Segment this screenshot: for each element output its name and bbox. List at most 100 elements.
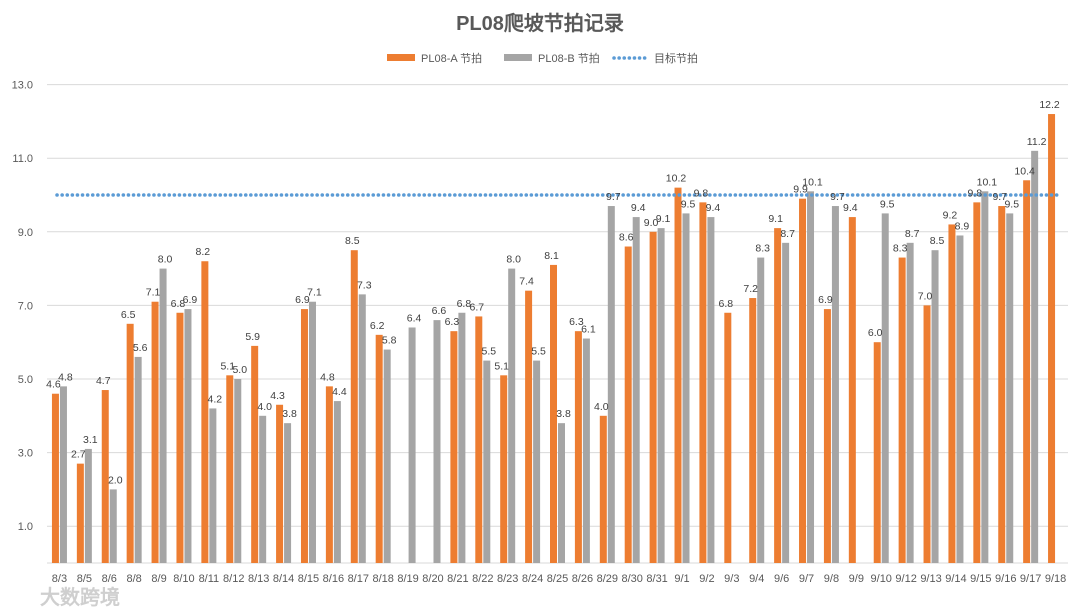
y-axis: 1.0 3.0 5.0 7.0 9.0 11.0 13.0: [12, 80, 33, 534]
bar-a: [624, 246, 632, 563]
data-label-b: 10.1: [977, 176, 998, 188]
bar-a: [574, 331, 582, 563]
data-label-a: 2.7: [71, 449, 86, 461]
x-tick-label: 9/7: [799, 573, 814, 585]
data-label-a: 4.6: [46, 379, 61, 391]
data-label-b: 8.9: [955, 220, 970, 232]
bar-b: [533, 360, 541, 563]
bar-b: [931, 250, 939, 563]
data-label-b: 4.2: [208, 393, 223, 405]
legend-label-target: 目标节拍: [654, 51, 698, 65]
data-label-a: 9.0: [644, 217, 659, 229]
data-label-b: 9.4: [631, 202, 646, 214]
data-label-b: 6.9: [183, 294, 198, 306]
bar-a: [774, 228, 782, 563]
x-tick-label: 8/14: [273, 573, 294, 585]
legend: PL08-A 节拍 PL08-B 节拍 目标节拍: [387, 51, 698, 65]
x-tick-label: 8/26: [572, 573, 593, 585]
bar-a: [151, 301, 159, 563]
bar-b: [383, 349, 391, 563]
x-tick-label: 8/30: [621, 573, 642, 585]
x-tick-label: 8/16: [323, 573, 344, 585]
data-label-b: 8.7: [780, 228, 795, 240]
data-label-b: 4.8: [58, 371, 73, 383]
bar-b: [284, 423, 292, 563]
data-label-a: 6.9: [818, 294, 833, 306]
y-tick-label: 13.0: [12, 80, 33, 92]
bars: [51, 114, 1056, 564]
data-label-b: 8.5: [930, 235, 945, 247]
x-tick-label: 8/9: [151, 573, 166, 585]
data-label-b: 5.5: [481, 346, 496, 358]
bar-b: [109, 489, 117, 563]
x-tick-label: 8/17: [348, 573, 369, 585]
bar-a: [823, 309, 831, 563]
bar-a: [749, 298, 757, 563]
data-label-b: 4.0: [257, 401, 272, 413]
bar-a: [500, 375, 508, 563]
bar-b: [408, 327, 416, 563]
data-label-b: 8.0: [158, 254, 173, 266]
data-label-a: 5.9: [245, 331, 260, 343]
data-label-a: 6.0: [868, 327, 883, 339]
x-tick-label: 8/15: [298, 573, 319, 585]
x-tick-label: 9/17: [1020, 573, 1041, 585]
data-label-b: 6.8: [457, 298, 472, 310]
data-label-b: 3.8: [282, 408, 297, 420]
y-tick-label: 5.0: [18, 374, 33, 386]
bar-a: [973, 202, 981, 564]
bar-b: [906, 242, 914, 563]
bar-a: [201, 261, 209, 563]
bar-a: [226, 375, 234, 563]
x-tick-label: 9/10: [871, 573, 892, 585]
data-label-b: 2.0: [108, 474, 123, 486]
bar-b: [558, 423, 565, 563]
bar-a: [1048, 114, 1056, 563]
x-axis: 8/3 8/5 8/6 8/8 8/9 8/10 8/11 8/12 8/13 8/14 8/15 8…: [52, 573, 1066, 585]
x-tick-label: 9/14: [945, 573, 966, 585]
x-tick-label: 8/20: [422, 573, 443, 585]
bar-b: [59, 386, 67, 563]
x-tick-label: 9/16: [995, 573, 1016, 585]
data-label-a: 12.2: [1039, 99, 1060, 111]
data-label-a: 8.6: [619, 232, 634, 244]
x-tick-label: 8/18: [372, 573, 393, 585]
x-tick-label: 9/15: [970, 573, 991, 585]
data-label-b: 9.5: [1004, 198, 1019, 210]
data-label-b: 10.1: [802, 176, 823, 188]
bar-a: [724, 312, 732, 563]
data-label-a: 9.1: [768, 213, 783, 225]
data-label-a: 7.1: [146, 287, 161, 299]
bar-a: [176, 312, 184, 563]
data-label-a: 6.3: [445, 316, 460, 328]
data-label-b: 7.3: [357, 279, 372, 291]
data-label-a: 9.9: [793, 184, 808, 196]
bar-b: [358, 294, 366, 563]
data-label-b: 11.2: [1027, 136, 1047, 148]
bar-a: [300, 309, 308, 563]
bar-b: [433, 320, 441, 563]
y-tick-label: 1.0: [18, 521, 33, 533]
data-label-a: 8.3: [893, 243, 908, 255]
bar-b: [508, 268, 516, 563]
data-label-a: 6.5: [121, 309, 136, 321]
bar-b: [259, 415, 267, 563]
bar-a: [450, 331, 458, 563]
data-label-a: 9.8: [968, 187, 983, 199]
bar-a: [948, 224, 956, 563]
data-label-a: 5.1: [220, 360, 235, 372]
data-label-a: 10.4: [1014, 165, 1035, 177]
bar-b: [483, 360, 491, 563]
bar-b: [333, 401, 341, 563]
bar-a: [923, 305, 931, 563]
data-label-b: 9.7: [606, 191, 621, 203]
x-tick-label: 8/11: [199, 573, 220, 585]
data-label-b: 8.7: [905, 228, 920, 240]
bar-a: [251, 345, 259, 563]
bar-b: [209, 408, 217, 563]
x-tick-label: 8/10: [173, 573, 194, 585]
bar-b: [632, 217, 640, 563]
legend-label-a: PL08-A 节拍: [421, 51, 482, 65]
bar-b: [707, 217, 715, 563]
x-tick-label: 9/4: [749, 573, 764, 585]
